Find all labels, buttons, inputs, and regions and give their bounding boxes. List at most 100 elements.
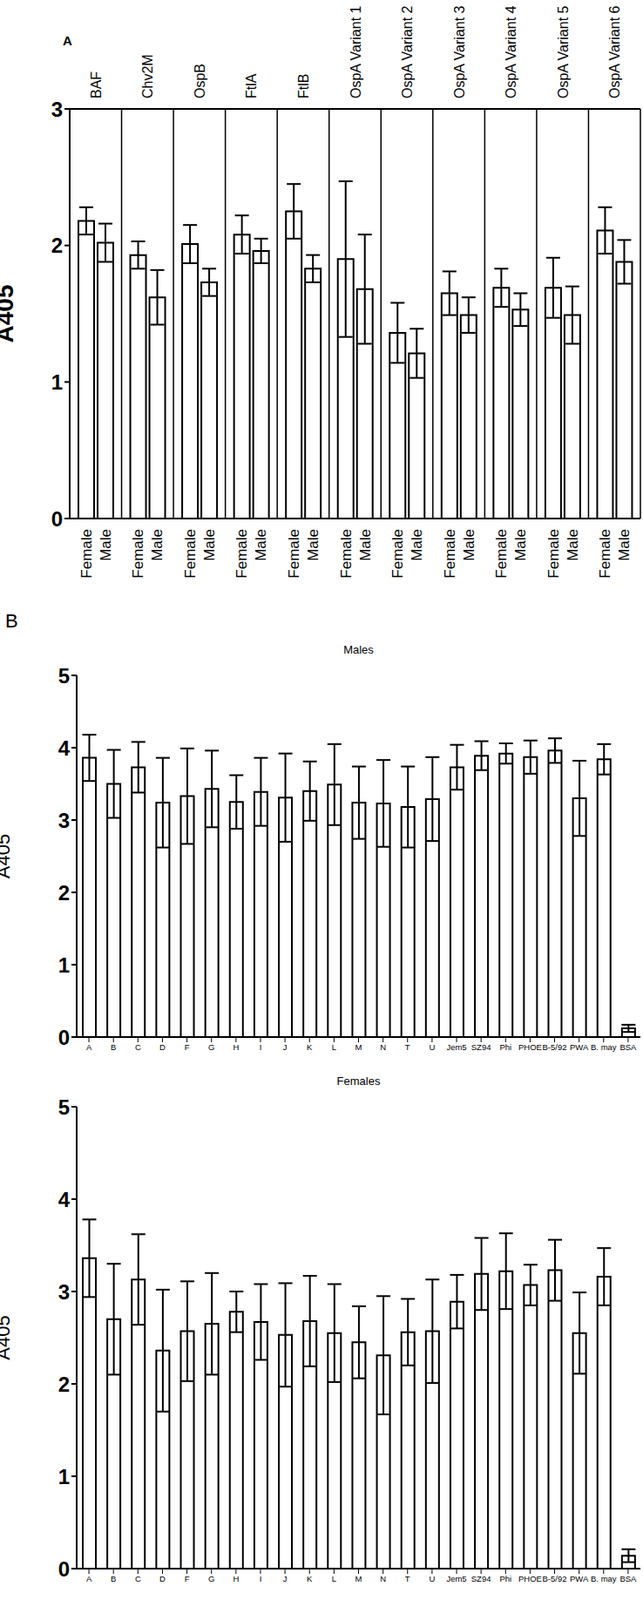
svg-text:Female: Female: [338, 528, 355, 579]
svg-text:Female: Female: [129, 528, 147, 579]
svg-text:H: H: [232, 1573, 239, 1584]
svg-text:OspA Variant 6: OspA Variant 6: [607, 5, 623, 99]
svg-text:Chv2M: Chv2M: [140, 54, 156, 99]
svg-text:Male: Male: [304, 528, 322, 562]
svg-text:A405: A405: [6, 833, 14, 879]
svg-text:Female: Female: [389, 528, 407, 579]
svg-text:C: C: [135, 1573, 142, 1584]
svg-text:3: 3: [58, 1279, 70, 1304]
svg-text:U: U: [428, 1042, 435, 1052]
svg-text:4: 4: [58, 1187, 71, 1212]
svg-text:M: M: [355, 1042, 363, 1052]
html-text:B: B: [5, 609, 19, 632]
svg-text:SZ94: SZ94: [471, 1573, 492, 1584]
svg-text:N: N: [379, 1042, 386, 1052]
svg-text:Male: Male: [357, 528, 374, 562]
svg-text:OspA Variant 2: OspA Variant 2: [399, 5, 415, 99]
svg-text:Female: Female: [182, 528, 199, 579]
svg-text:A405: A405: [6, 1314, 14, 1360]
svg-text:N: N: [379, 1573, 386, 1584]
svg-text:BAF: BAF: [88, 71, 104, 99]
svg-text:Female: Female: [285, 528, 303, 579]
svg-text:G: G: [208, 1573, 215, 1584]
svg-text:H: H: [232, 1042, 239, 1052]
svg-text:1: 1: [58, 1464, 70, 1489]
svg-text:Phi: Phi: [499, 1573, 512, 1584]
svg-text:Female: Female: [545, 528, 562, 579]
svg-text:G: G: [208, 1042, 215, 1052]
svg-text:2: 2: [58, 880, 70, 905]
svg-text:4: 4: [58, 736, 71, 760]
svg-text:Male: Male: [512, 528, 529, 562]
svg-text:K: K: [306, 1042, 313, 1052]
svg-text:5: 5: [58, 1095, 70, 1119]
svg-text:1: 1: [58, 953, 70, 977]
svg-text:A: A: [86, 1573, 93, 1584]
svg-text:J: J: [283, 1573, 288, 1584]
svg-text:A: A: [86, 1042, 93, 1052]
svg-text:PHOE: PHOE: [518, 1042, 542, 1052]
svg-text:C: C: [135, 1042, 142, 1052]
svg-text:0: 0: [58, 1556, 70, 1581]
svg-text:FtlB: FtlB: [296, 74, 312, 99]
svg-text:PHOE: PHOE: [518, 1573, 542, 1584]
svg-text:3: 3: [58, 808, 70, 833]
svg-text:L: L: [331, 1042, 337, 1052]
svg-text:M: M: [355, 1573, 363, 1584]
svg-text:OspA Variant 5: OspA Variant 5: [555, 5, 571, 99]
svg-text:PWA: PWA: [569, 1573, 589, 1584]
html-text:Males: Males: [343, 643, 374, 657]
svg-text:1: 1: [51, 370, 63, 394]
svg-text:Male: Male: [148, 528, 166, 562]
svg-text:2: 2: [58, 1372, 70, 1396]
svg-text:F: F: [184, 1573, 190, 1584]
svg-text:SZ94: SZ94: [471, 1042, 492, 1052]
svg-text:3: 3: [51, 97, 63, 122]
svg-text:F: F: [184, 1042, 190, 1052]
svg-text:Male: Male: [97, 528, 115, 562]
svg-text:I: I: [259, 1573, 263, 1584]
svg-text:Male: Male: [564, 528, 582, 562]
svg-text:OspB: OspB: [192, 63, 208, 99]
svg-text:K: K: [306, 1573, 313, 1584]
svg-text:Female: Female: [78, 528, 95, 579]
svg-text:Female: Female: [233, 528, 251, 579]
svg-text:Female: Female: [596, 528, 614, 579]
svg-text:OspA Variant 1: OspA Variant 1: [348, 5, 364, 99]
svg-text:Jem5: Jem5: [446, 1042, 467, 1052]
svg-text:Female: Female: [441, 528, 459, 579]
svg-text:Male: Male: [460, 528, 478, 562]
svg-text:2: 2: [51, 233, 63, 258]
svg-text:FtlA: FtlA: [243, 73, 259, 99]
svg-text:0: 0: [51, 507, 63, 531]
svg-text:BSA: BSA: [619, 1042, 637, 1052]
svg-text:OspA Variant 4: OspA Variant 4: [503, 5, 519, 99]
svg-text:B. may: B. may: [590, 1042, 617, 1052]
svg-text:D: D: [159, 1573, 166, 1584]
svg-text:PWA: PWA: [569, 1042, 589, 1052]
svg-text:L: L: [331, 1573, 337, 1584]
svg-text:Male: Male: [252, 528, 270, 562]
svg-text:Female: Female: [493, 528, 510, 579]
svg-text:D: D: [159, 1042, 166, 1052]
svg-text:B-5/92: B-5/92: [542, 1042, 568, 1052]
svg-text:J: J: [283, 1042, 288, 1052]
svg-text:Male: Male: [408, 528, 426, 562]
svg-text:Male: Male: [615, 528, 633, 562]
svg-text:Phi: Phi: [499, 1042, 512, 1052]
svg-text:A405: A405: [6, 284, 19, 344]
svg-text:B-5/92: B-5/92: [542, 1573, 568, 1584]
svg-text:0: 0: [58, 1025, 70, 1050]
svg-text:Male: Male: [201, 528, 218, 562]
svg-text:T: T: [405, 1573, 411, 1584]
svg-text:B: B: [110, 1042, 116, 1052]
svg-text:B: B: [110, 1573, 116, 1584]
svg-text:U: U: [428, 1573, 435, 1584]
svg-text:OspA Variant 3: OspA Variant 3: [452, 5, 468, 99]
svg-text:Jem5: Jem5: [446, 1573, 467, 1584]
svg-text:5: 5: [58, 663, 70, 688]
svg-text:T: T: [405, 1042, 411, 1052]
svg-text:I: I: [259, 1042, 263, 1052]
svg-text:B. may: B. may: [590, 1573, 617, 1584]
svg-text:BSA: BSA: [619, 1573, 637, 1584]
